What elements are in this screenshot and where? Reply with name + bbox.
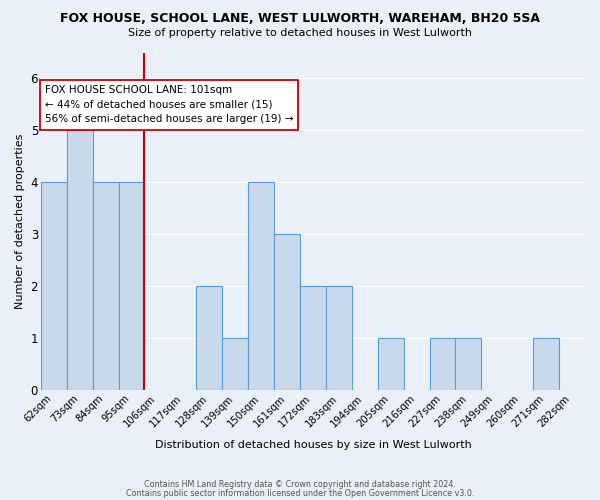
Y-axis label: Number of detached properties: Number of detached properties: [15, 134, 25, 309]
Bar: [222, 338, 248, 390]
Bar: [41, 182, 67, 390]
Text: Size of property relative to detached houses in West Lulworth: Size of property relative to detached ho…: [128, 28, 472, 38]
Bar: [196, 286, 222, 391]
Bar: [377, 338, 404, 390]
Bar: [455, 338, 481, 390]
Text: Contains public sector information licensed under the Open Government Licence v3: Contains public sector information licen…: [126, 488, 474, 498]
Bar: [119, 182, 145, 390]
Text: Contains HM Land Registry data © Crown copyright and database right 2024.: Contains HM Land Registry data © Crown c…: [144, 480, 456, 489]
X-axis label: Distribution of detached houses by size in West Lulworth: Distribution of detached houses by size …: [155, 440, 471, 450]
Bar: [300, 286, 326, 391]
Text: FOX HOUSE, SCHOOL LANE, WEST LULWORTH, WAREHAM, BH20 5SA: FOX HOUSE, SCHOOL LANE, WEST LULWORTH, W…: [60, 12, 540, 26]
Bar: [533, 338, 559, 390]
Bar: [92, 182, 119, 390]
Text: FOX HOUSE SCHOOL LANE: 101sqm
← 44% of detached houses are smaller (15)
56% of s: FOX HOUSE SCHOOL LANE: 101sqm ← 44% of d…: [45, 84, 293, 124]
Bar: [67, 130, 92, 390]
Bar: [274, 234, 300, 390]
Bar: [326, 286, 352, 391]
Bar: [248, 182, 274, 390]
Bar: [430, 338, 455, 390]
